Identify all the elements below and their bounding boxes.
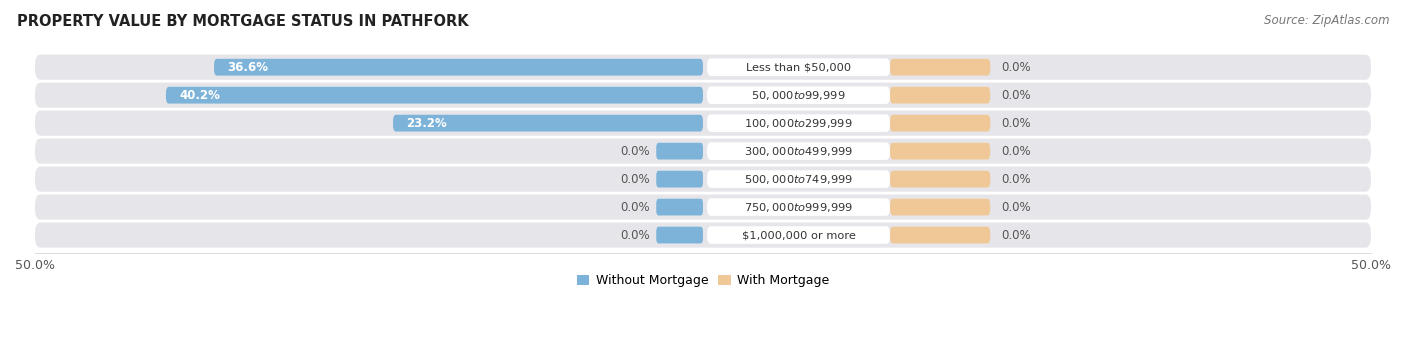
- FancyBboxPatch shape: [35, 110, 1371, 136]
- Text: PROPERTY VALUE BY MORTGAGE STATUS IN PATHFORK: PROPERTY VALUE BY MORTGAGE STATUS IN PAT…: [17, 14, 468, 29]
- Text: 23.2%: 23.2%: [406, 117, 447, 130]
- Text: 0.0%: 0.0%: [620, 173, 650, 186]
- Text: 0.0%: 0.0%: [1001, 201, 1031, 214]
- FancyBboxPatch shape: [707, 58, 890, 76]
- FancyBboxPatch shape: [35, 83, 1371, 108]
- FancyBboxPatch shape: [707, 114, 890, 132]
- Text: $50,000 to $99,999: $50,000 to $99,999: [751, 89, 846, 102]
- FancyBboxPatch shape: [657, 143, 703, 159]
- Text: $750,000 to $999,999: $750,000 to $999,999: [744, 201, 853, 214]
- Text: $100,000 to $299,999: $100,000 to $299,999: [744, 117, 853, 130]
- Text: 0.0%: 0.0%: [1001, 173, 1031, 186]
- FancyBboxPatch shape: [890, 87, 990, 104]
- FancyBboxPatch shape: [657, 199, 703, 216]
- FancyBboxPatch shape: [657, 171, 703, 187]
- Text: 36.6%: 36.6%: [228, 61, 269, 74]
- Text: 0.0%: 0.0%: [1001, 228, 1031, 241]
- FancyBboxPatch shape: [890, 199, 990, 216]
- FancyBboxPatch shape: [394, 115, 703, 132]
- Text: 0.0%: 0.0%: [1001, 144, 1031, 158]
- Text: 0.0%: 0.0%: [1001, 61, 1031, 74]
- Text: $1,000,000 or more: $1,000,000 or more: [741, 230, 855, 240]
- Text: $500,000 to $749,999: $500,000 to $749,999: [744, 173, 853, 186]
- FancyBboxPatch shape: [35, 222, 1371, 248]
- Text: Source: ZipAtlas.com: Source: ZipAtlas.com: [1264, 14, 1389, 27]
- FancyBboxPatch shape: [890, 227, 990, 243]
- FancyBboxPatch shape: [707, 198, 890, 216]
- FancyBboxPatch shape: [707, 170, 890, 188]
- Text: 0.0%: 0.0%: [620, 228, 650, 241]
- FancyBboxPatch shape: [35, 138, 1371, 164]
- FancyBboxPatch shape: [707, 86, 890, 104]
- Text: 0.0%: 0.0%: [1001, 89, 1031, 102]
- FancyBboxPatch shape: [35, 167, 1371, 192]
- FancyBboxPatch shape: [707, 226, 890, 244]
- Text: Less than $50,000: Less than $50,000: [747, 62, 851, 72]
- FancyBboxPatch shape: [214, 59, 703, 75]
- FancyBboxPatch shape: [35, 194, 1371, 220]
- FancyBboxPatch shape: [707, 142, 890, 160]
- FancyBboxPatch shape: [890, 143, 990, 159]
- Text: 0.0%: 0.0%: [620, 201, 650, 214]
- FancyBboxPatch shape: [890, 59, 990, 75]
- FancyBboxPatch shape: [890, 171, 990, 187]
- Text: 40.2%: 40.2%: [180, 89, 221, 102]
- FancyBboxPatch shape: [657, 227, 703, 243]
- FancyBboxPatch shape: [35, 55, 1371, 80]
- Legend: Without Mortgage, With Mortgage: Without Mortgage, With Mortgage: [572, 269, 834, 292]
- Text: 0.0%: 0.0%: [620, 144, 650, 158]
- Text: $300,000 to $499,999: $300,000 to $499,999: [744, 144, 853, 158]
- FancyBboxPatch shape: [890, 115, 990, 132]
- FancyBboxPatch shape: [166, 87, 703, 104]
- Text: 0.0%: 0.0%: [1001, 117, 1031, 130]
